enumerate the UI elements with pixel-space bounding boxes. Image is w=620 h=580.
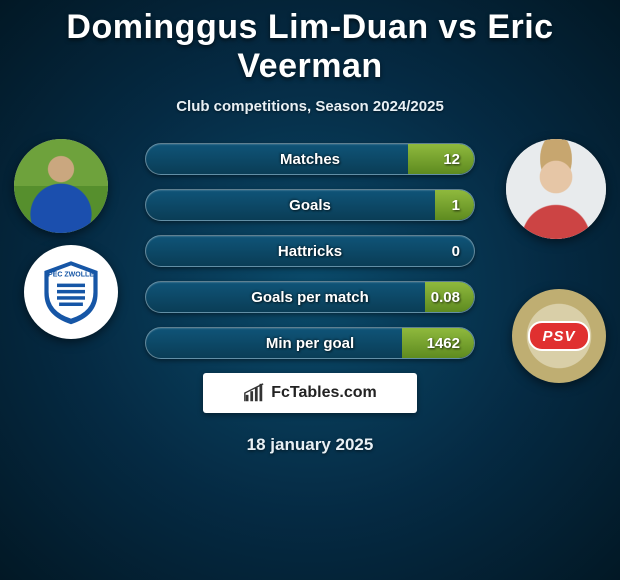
stat-bars: Matches 12 Goals 1 Hattricks 0 Goals per… [145, 143, 475, 359]
stat-value: 0.08 [431, 282, 460, 312]
stat-value: 12 [443, 144, 460, 174]
stat-label: Min per goal [146, 328, 474, 358]
player-left-avatar [14, 139, 108, 233]
stat-bar-gpm: Goals per match 0.08 [145, 281, 475, 313]
stat-bar-goals: Goals 1 [145, 189, 475, 221]
stat-label: Hattricks [146, 236, 474, 266]
stat-value: 0 [452, 236, 460, 266]
stat-value: 1 [452, 190, 460, 220]
page-title: Dominggus Lim-Duan vs Eric Veerman [0, 0, 620, 86]
subtitle: Club competitions, Season 2024/2025 [0, 98, 620, 115]
team-left-crest: PEC ZWOLLE [24, 245, 118, 339]
team-right-crest: PSV [512, 289, 606, 383]
crest-right-text: PSV [542, 328, 575, 345]
date-text: 18 january 2025 [0, 435, 620, 455]
stat-label: Matches [146, 144, 474, 174]
brand-text: FcTables.com [271, 384, 377, 402]
brand-badge: FcTables.com [203, 373, 417, 413]
stat-bar-hattricks: Hattricks 0 [145, 235, 475, 267]
chart-icon [243, 382, 265, 404]
comparison-stage: PEC ZWOLLE PSV Matches 12 Goals 1 Hattr [0, 143, 620, 455]
psv-icon: PSV [528, 321, 590, 351]
stat-label: Goals per match [146, 282, 474, 312]
stat-bar-mpg: Min per goal 1462 [145, 327, 475, 359]
crest-left-text: PEC ZWOLLE [48, 272, 94, 279]
stat-bar-matches: Matches 12 [145, 143, 475, 175]
pec-zwolle-icon: PEC ZWOLLE [36, 257, 106, 327]
stat-value: 1462 [427, 328, 460, 358]
stat-label: Goals [146, 190, 474, 220]
player-right-avatar [506, 139, 606, 239]
